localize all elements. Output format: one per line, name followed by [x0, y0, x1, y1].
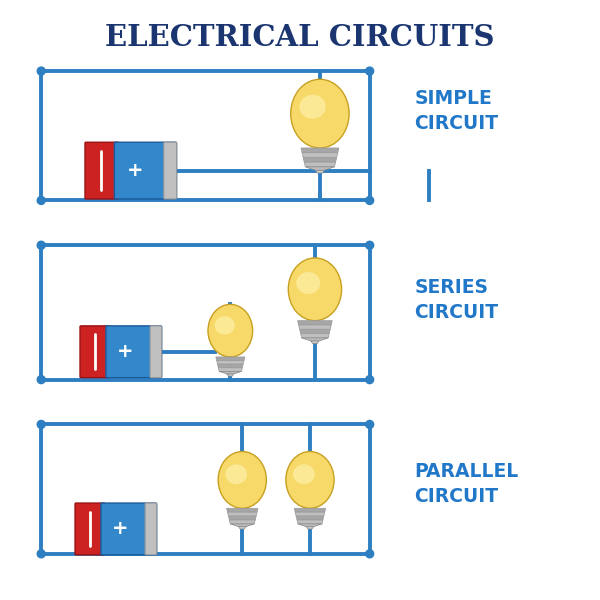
Circle shape — [37, 196, 45, 205]
Text: +: + — [127, 161, 143, 180]
Polygon shape — [296, 516, 324, 520]
Ellipse shape — [226, 464, 247, 484]
Text: SERIES
CIRCUIT: SERIES CIRCUIT — [415, 278, 499, 322]
Circle shape — [365, 421, 374, 428]
Text: +: + — [116, 342, 133, 361]
Polygon shape — [311, 341, 319, 344]
Text: ELECTRICAL CIRCUITS: ELECTRICAL CIRCUITS — [105, 23, 495, 52]
Polygon shape — [227, 508, 258, 512]
FancyBboxPatch shape — [145, 503, 157, 555]
Polygon shape — [299, 329, 330, 334]
Polygon shape — [305, 167, 335, 170]
Ellipse shape — [296, 272, 320, 294]
Circle shape — [37, 550, 45, 558]
Polygon shape — [227, 374, 233, 376]
Ellipse shape — [288, 258, 341, 320]
Polygon shape — [229, 520, 255, 524]
FancyBboxPatch shape — [80, 326, 110, 377]
FancyBboxPatch shape — [101, 503, 157, 555]
Circle shape — [365, 241, 374, 249]
Text: PARALLEL
CIRCUIT: PARALLEL CIRCUIT — [415, 462, 519, 506]
FancyBboxPatch shape — [164, 142, 176, 199]
Polygon shape — [230, 524, 254, 527]
Polygon shape — [216, 357, 245, 361]
FancyBboxPatch shape — [75, 503, 105, 555]
Circle shape — [37, 67, 45, 75]
Polygon shape — [301, 148, 339, 152]
Ellipse shape — [291, 79, 349, 148]
Ellipse shape — [215, 316, 235, 335]
Polygon shape — [307, 527, 314, 529]
Circle shape — [37, 421, 45, 428]
Polygon shape — [298, 524, 322, 527]
FancyBboxPatch shape — [106, 326, 161, 377]
Text: SIMPLE
CIRCUIT: SIMPLE CIRCUIT — [415, 89, 499, 133]
Polygon shape — [316, 170, 324, 173]
Ellipse shape — [286, 452, 334, 508]
Polygon shape — [304, 162, 335, 167]
FancyBboxPatch shape — [115, 142, 176, 199]
Polygon shape — [302, 152, 338, 157]
Polygon shape — [298, 320, 332, 325]
Circle shape — [365, 376, 374, 383]
FancyBboxPatch shape — [85, 142, 118, 199]
Circle shape — [37, 241, 45, 249]
Polygon shape — [299, 325, 331, 329]
Polygon shape — [297, 520, 323, 524]
Polygon shape — [217, 364, 243, 368]
Polygon shape — [227, 512, 257, 516]
Circle shape — [365, 67, 374, 75]
Polygon shape — [301, 334, 329, 338]
FancyBboxPatch shape — [150, 326, 161, 377]
Polygon shape — [218, 368, 242, 371]
Ellipse shape — [299, 95, 326, 119]
Polygon shape — [219, 371, 241, 374]
Text: +: + — [112, 520, 128, 538]
Polygon shape — [239, 527, 246, 529]
Polygon shape — [302, 338, 328, 341]
Polygon shape — [217, 361, 244, 364]
Polygon shape — [294, 508, 326, 512]
Polygon shape — [229, 516, 256, 520]
Ellipse shape — [293, 464, 315, 484]
Circle shape — [37, 376, 45, 383]
Circle shape — [365, 550, 374, 558]
Polygon shape — [303, 157, 337, 162]
Polygon shape — [295, 512, 325, 516]
Circle shape — [365, 196, 374, 205]
Ellipse shape — [208, 304, 253, 357]
Ellipse shape — [218, 452, 266, 508]
